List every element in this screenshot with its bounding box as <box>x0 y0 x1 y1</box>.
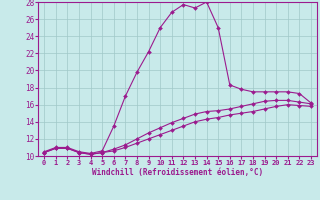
X-axis label: Windchill (Refroidissement éolien,°C): Windchill (Refroidissement éolien,°C) <box>92 168 263 177</box>
